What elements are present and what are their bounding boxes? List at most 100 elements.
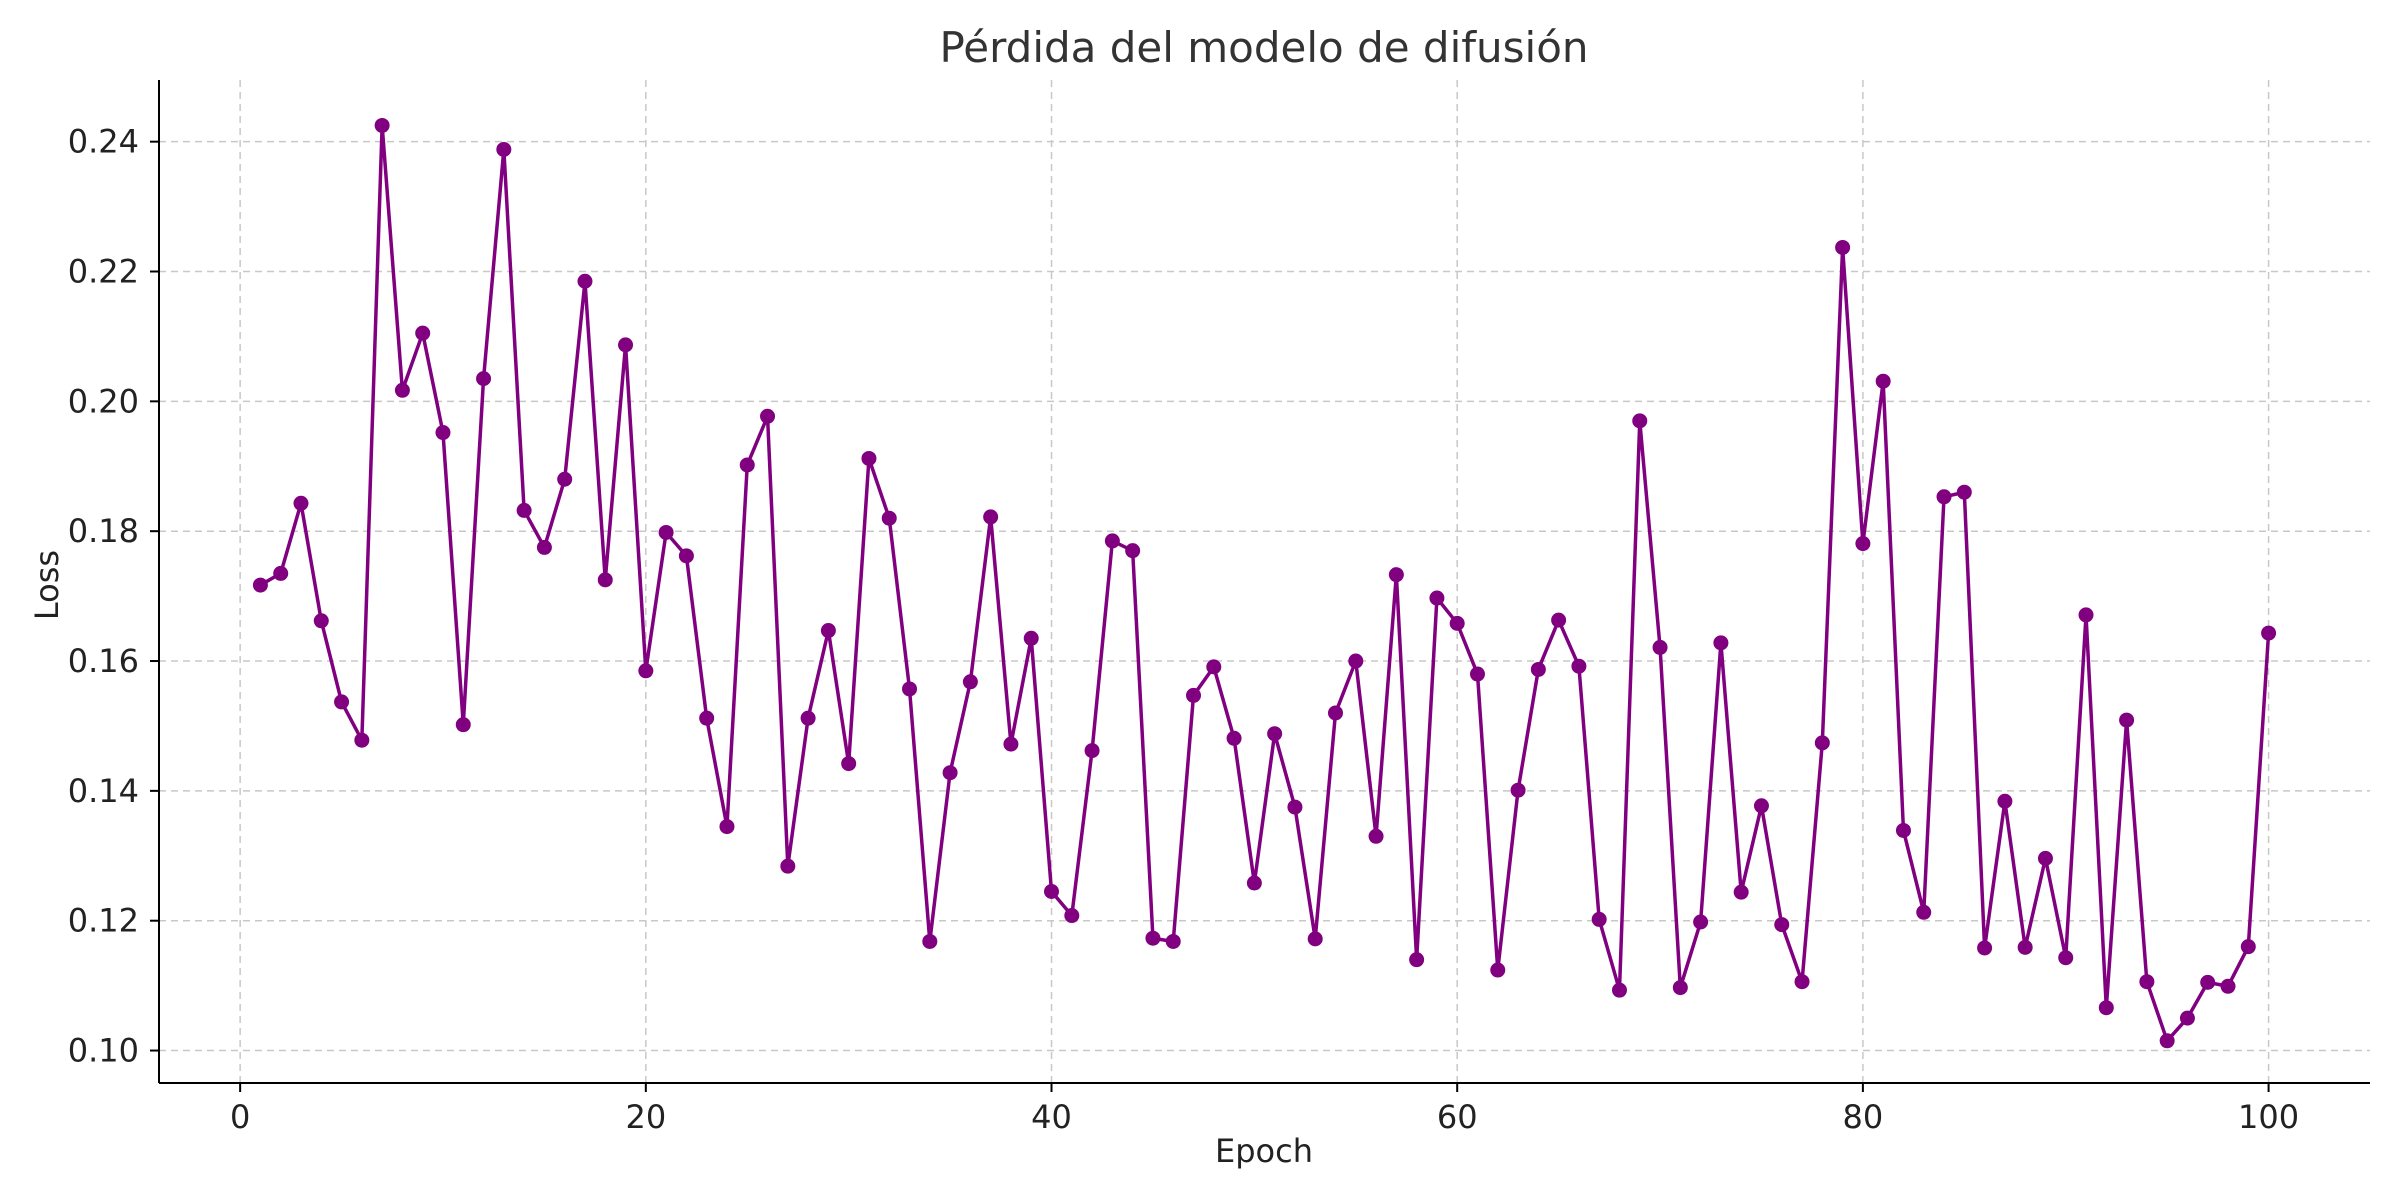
data-point bbox=[1814, 735, 1830, 751]
data-point bbox=[1186, 687, 1201, 703]
x-tick-label: 0 bbox=[230, 1098, 250, 1136]
grid bbox=[159, 80, 2370, 1083]
data-point bbox=[1226, 730, 1242, 746]
data-point bbox=[2119, 712, 2135, 728]
data-point bbox=[1409, 952, 1425, 968]
y-tick-label: 0.24 bbox=[68, 123, 139, 161]
axes bbox=[150, 80, 2370, 1092]
data-point bbox=[536, 539, 552, 555]
data-point bbox=[1875, 373, 1891, 389]
data-point bbox=[597, 572, 613, 588]
data-point bbox=[841, 756, 857, 772]
data-point bbox=[1348, 653, 1364, 669]
data-point bbox=[2200, 974, 2216, 990]
y-tick-label: 0.20 bbox=[68, 382, 139, 420]
tick-labels: 0 20 40 60 80 100 0.10 0.12 0.14 0.16 0.18 0.20 0.22… bbox=[68, 123, 2299, 1136]
data-point bbox=[1956, 484, 1972, 500]
data-point bbox=[1733, 884, 1749, 900]
data-point bbox=[496, 141, 512, 157]
data-point bbox=[2240, 939, 2256, 955]
data-point bbox=[1307, 931, 1323, 947]
data-point bbox=[455, 717, 471, 733]
data-point bbox=[719, 819, 735, 835]
data-point bbox=[1287, 799, 1303, 815]
data-point bbox=[2037, 850, 2053, 866]
data-point bbox=[293, 495, 309, 511]
data-point bbox=[1571, 658, 1587, 674]
y-tick-label: 0.22 bbox=[68, 253, 139, 291]
y-axis-label: Loss bbox=[28, 550, 66, 620]
data-point bbox=[760, 408, 776, 424]
data-point bbox=[922, 933, 938, 949]
data-point bbox=[1469, 666, 1485, 682]
data-point bbox=[1145, 930, 1161, 946]
data-point bbox=[1328, 705, 1343, 721]
data-point bbox=[1530, 661, 1546, 677]
data-point bbox=[2261, 625, 2277, 641]
data-point bbox=[1125, 543, 1141, 559]
data-point bbox=[1490, 962, 1506, 978]
data-point bbox=[1246, 875, 1262, 891]
data-point bbox=[962, 674, 978, 690]
data-point bbox=[1794, 974, 1810, 990]
data-point bbox=[861, 450, 877, 466]
data-point bbox=[678, 548, 694, 564]
y-tick-label: 0.14 bbox=[68, 772, 139, 810]
data-point bbox=[516, 502, 532, 518]
data-point bbox=[1084, 743, 1100, 759]
data-point bbox=[1551, 612, 1567, 628]
data-point bbox=[394, 382, 410, 398]
x-tick-label: 40 bbox=[1031, 1098, 1072, 1136]
x-axis-label: Epoch bbox=[1215, 1132, 1313, 1170]
data-point bbox=[557, 471, 573, 487]
data-point bbox=[1267, 726, 1283, 742]
data-point bbox=[374, 117, 390, 133]
data-point bbox=[435, 425, 451, 441]
data-point bbox=[820, 623, 836, 639]
data-point bbox=[1165, 933, 1181, 949]
data-point bbox=[415, 325, 431, 341]
series-line bbox=[259, 123, 2271, 1043]
data-point bbox=[1895, 822, 1911, 838]
data-point bbox=[699, 710, 715, 726]
data-point bbox=[2220, 978, 2236, 994]
data-point bbox=[780, 858, 796, 874]
data-point bbox=[739, 457, 755, 473]
data-point bbox=[2139, 974, 2155, 990]
data-point bbox=[800, 710, 816, 726]
x-tick-label: 80 bbox=[1843, 1098, 1884, 1136]
data-point bbox=[1429, 590, 1445, 606]
data-point bbox=[1855, 536, 1871, 552]
data-point bbox=[881, 510, 897, 526]
y-tick-label: 0.12 bbox=[68, 902, 139, 940]
data-point bbox=[1693, 914, 1709, 930]
data-point bbox=[638, 663, 654, 679]
data-point bbox=[1023, 630, 1039, 646]
data-point bbox=[1774, 917, 1790, 933]
data-point bbox=[1977, 940, 1993, 956]
y-tick-label: 0.18 bbox=[68, 512, 139, 550]
data-point bbox=[1206, 659, 1222, 675]
data-point bbox=[902, 681, 918, 697]
data-point bbox=[1064, 908, 1080, 924]
data-point bbox=[334, 694, 350, 710]
data-point bbox=[313, 613, 329, 629]
data-point bbox=[658, 524, 674, 540]
data-point bbox=[1936, 489, 1952, 505]
data-point bbox=[1916, 904, 1932, 920]
data-point bbox=[942, 765, 958, 781]
chart-title: Pérdida del modelo de difusión bbox=[939, 23, 1588, 72]
data-point bbox=[1449, 615, 1465, 631]
data-point bbox=[1003, 736, 1019, 752]
data-point bbox=[1388, 567, 1404, 583]
data-point bbox=[1713, 635, 1729, 651]
data-point bbox=[476, 371, 492, 387]
data-point bbox=[2179, 1010, 2195, 1026]
data-point bbox=[354, 732, 370, 748]
data-point bbox=[1835, 239, 1851, 255]
x-tick-label: 60 bbox=[1437, 1098, 1478, 1136]
data-point bbox=[1368, 828, 1384, 844]
data-point bbox=[577, 273, 593, 289]
data-point bbox=[1611, 982, 1627, 998]
